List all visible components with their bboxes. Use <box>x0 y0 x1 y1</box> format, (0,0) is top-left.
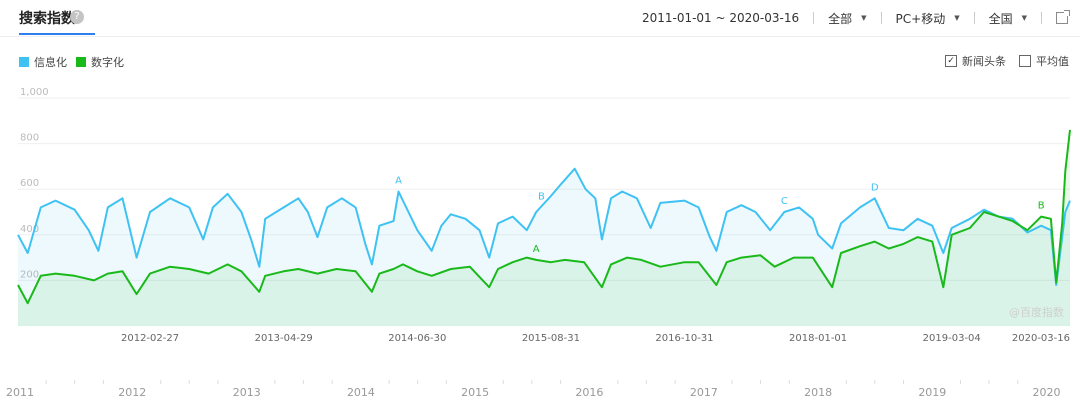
x-tick-label: 2019-03-04 <box>923 333 981 344</box>
checkbox-unchecked-icon <box>1019 55 1031 67</box>
news-marker: B <box>538 191 545 202</box>
device-dropdown-label: PC+移动 <box>895 11 946 26</box>
area-dropdown-label: 全国 <box>988 11 1013 26</box>
headline-toggle[interactable]: ✓ 新闻头条 <box>945 53 1006 69</box>
y-tick-label: 600 <box>20 178 39 189</box>
average-label: 平均值 <box>1036 55 1069 68</box>
headline-label: 新闻头条 <box>962 55 1006 68</box>
y-tick-label: 800 <box>20 133 39 144</box>
legend-label: 数字化 <box>91 56 124 69</box>
overview-year-label: 2020 <box>1033 386 1061 399</box>
x-tick-label: 2016-10-31 <box>655 333 713 344</box>
date-range-picker[interactable]: 2011-01-01 ~ 2020-03-16 <box>641 11 800 25</box>
caret-down-icon: ▼ <box>1021 14 1027 22</box>
region-dropdown-label: 全部 <box>828 11 853 26</box>
x-axis-labels: 2012-02-27 2013-04-29 2014-06-30 2015-08-31… <box>121 333 1070 344</box>
y-tick-label: 200 <box>20 269 39 280</box>
chart-legend: 信息化 数字化 <box>19 54 133 70</box>
tab-bar: 搜索指数 ? 2011-01-01 ~ 2020-03-16 全部 ▼ PC+移… <box>0 0 1080 37</box>
news-marker: A <box>533 244 540 255</box>
series-line-2 <box>17 129 1071 305</box>
overview-year-label: 2011 <box>6 386 34 399</box>
tab-search-index[interactable]: 搜索指数 <box>19 11 75 27</box>
divider <box>813 12 815 24</box>
overview-year-label: 2012 <box>118 386 146 399</box>
overview-year-label: 2014 <box>347 386 375 399</box>
news-marker: D <box>871 182 879 193</box>
x-tick-label: 2012-02-27 <box>121 333 179 344</box>
filter-toolbar: 2011-01-01 ~ 2020-03-16 全部 ▼ PC+移动 ▼ 全国 … <box>641 9 1070 27</box>
divider <box>973 12 975 24</box>
divider <box>1041 12 1042 24</box>
overview-year-label: 2017 <box>690 386 718 399</box>
chart-grid <box>18 97 1070 281</box>
legend-swatch <box>76 57 86 67</box>
caret-down-icon: ▼ <box>954 14 960 22</box>
overview-year-label: 2018 <box>804 386 832 399</box>
y-tick-label: 1,000 <box>20 87 49 98</box>
overview-timeline: 2011 2012 2013 2014 2015 2016 2017 2018 2019 2020 <box>6 380 1061 399</box>
series-lines <box>17 129 1071 305</box>
series-area-2 <box>18 129 1070 326</box>
device-dropdown[interactable]: PC+移动 ▼ <box>896 10 960 27</box>
y-tick-label: 400 <box>20 224 39 235</box>
legend-label: 信息化 <box>34 56 67 69</box>
legend-swatch <box>19 57 29 67</box>
external-link-icon[interactable] <box>1056 10 1070 24</box>
series-line-1 <box>17 167 1071 286</box>
overview-year-label: 2019 <box>918 386 946 399</box>
divider <box>880 12 882 24</box>
average-toggle[interactable]: 平均值 <box>1019 53 1069 69</box>
legend-item-series-b[interactable]: 数字化 <box>76 54 124 70</box>
legend-item-series-a[interactable]: 信息化 <box>19 54 67 70</box>
series-area-1 <box>18 168 1070 326</box>
watermark: @百度指数 <box>1009 305 1064 319</box>
chart-options: ✓ 新闻头条 平均值 <box>932 53 1069 69</box>
overview-year-label: 2013 <box>233 386 261 399</box>
region-dropdown[interactable]: 全部 ▼ <box>828 10 866 27</box>
news-marker: C <box>781 196 788 207</box>
overview-year-label: 2016 <box>575 386 603 399</box>
news-marker: A <box>395 175 402 186</box>
x-tick-label: 2020-03-16 <box>1012 333 1070 344</box>
area-dropdown[interactable]: 全国 ▼ <box>989 10 1027 27</box>
x-tick-label: 2015-08-31 <box>522 333 580 344</box>
checkbox-checked-icon: ✓ <box>945 55 957 67</box>
series-areas <box>18 129 1070 326</box>
x-tick-label: 2018-01-01 <box>789 333 847 344</box>
active-tab-indicator <box>19 33 95 35</box>
x-tick-label: 2013-04-29 <box>255 333 313 344</box>
news-markers: A B A C D B <box>395 175 1045 254</box>
overview-year-label: 2015 <box>461 386 489 399</box>
news-marker: B <box>1038 201 1045 212</box>
caret-down-icon: ▼ <box>861 14 867 22</box>
x-tick-label: 2014-06-30 <box>388 333 446 344</box>
question-circle-icon[interactable]: ? <box>70 10 84 24</box>
y-axis-labels: 1,000 800 600 400 200 <box>20 87 49 280</box>
